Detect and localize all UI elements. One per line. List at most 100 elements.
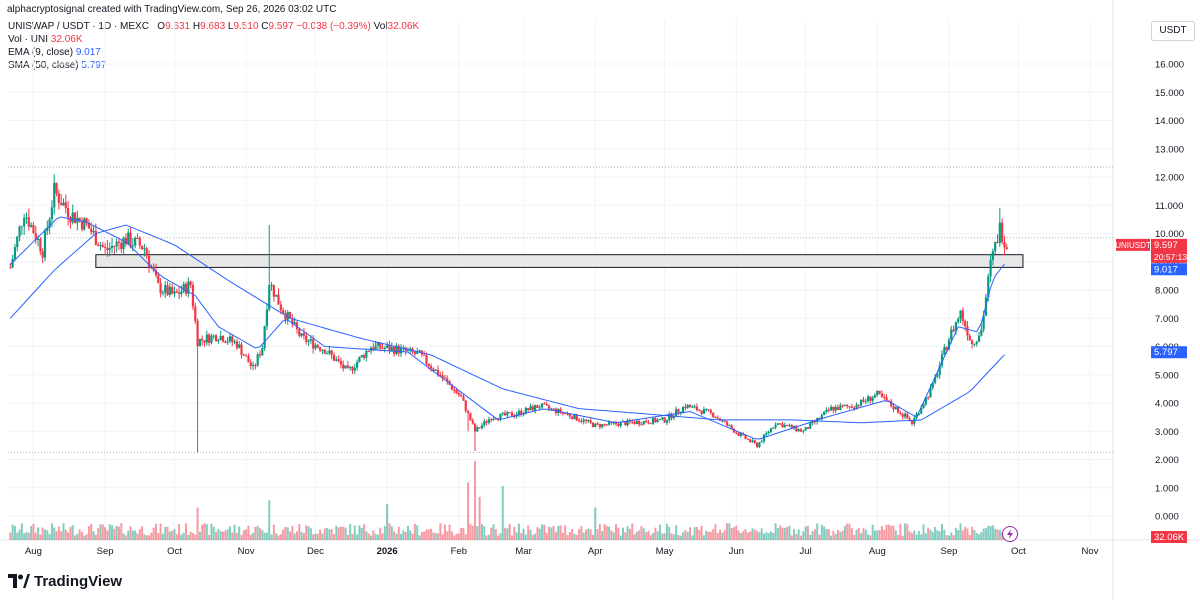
volume-bar bbox=[917, 530, 920, 540]
candle-body bbox=[933, 377, 937, 383]
volume-bar bbox=[261, 530, 264, 540]
volume-bar bbox=[397, 526, 400, 540]
candle-body bbox=[989, 259, 992, 277]
volume-bar bbox=[950, 532, 953, 540]
candle-body bbox=[360, 355, 363, 358]
volume-bar bbox=[210, 523, 213, 540]
candle-body bbox=[39, 238, 42, 252]
candle-body bbox=[725, 421, 729, 426]
volume-bar bbox=[480, 523, 483, 540]
candle-body bbox=[282, 310, 285, 314]
y-tick-label: 7.000 bbox=[1155, 314, 1179, 325]
candle-body bbox=[577, 420, 581, 422]
y-tick-label: 8.000 bbox=[1155, 286, 1179, 297]
volume-bar bbox=[941, 524, 944, 540]
volume-bar bbox=[823, 526, 826, 540]
candle-body bbox=[372, 347, 375, 350]
y-tick-label: 0.000 bbox=[1155, 512, 1179, 523]
volume-bar bbox=[936, 530, 939, 540]
candle-body bbox=[850, 406, 853, 408]
candle-body bbox=[760, 441, 763, 443]
volume-indicator-row[interactable]: Vol · UNI 32.06K bbox=[8, 33, 419, 46]
volume-bar bbox=[443, 524, 446, 540]
volume-bar bbox=[20, 523, 23, 540]
candle-body bbox=[409, 348, 412, 351]
candle-body bbox=[786, 424, 789, 426]
volume-bar bbox=[83, 535, 86, 540]
volume-bar bbox=[138, 529, 141, 540]
candle-body bbox=[432, 368, 435, 371]
volume-bar bbox=[136, 533, 139, 540]
ema-indicator-row[interactable]: EMA (9, close) 9.017 bbox=[8, 46, 419, 59]
candle-body bbox=[619, 422, 622, 426]
candle-body bbox=[356, 362, 359, 368]
candle-body bbox=[665, 420, 669, 423]
candle-body bbox=[275, 294, 278, 297]
volume-bar bbox=[589, 529, 592, 540]
candle-body bbox=[328, 350, 331, 354]
candle-body bbox=[471, 420, 474, 424]
volume-bar bbox=[853, 535, 856, 540]
candle-body bbox=[927, 397, 930, 399]
volume-bar bbox=[633, 534, 636, 540]
candle-body bbox=[788, 425, 791, 427]
volume-bar bbox=[524, 534, 527, 540]
candle-body bbox=[376, 342, 380, 346]
candle-body bbox=[362, 355, 366, 358]
volume-bar bbox=[876, 530, 879, 540]
volume-bar bbox=[92, 531, 95, 540]
candle-body bbox=[878, 390, 881, 394]
volume-bar bbox=[760, 528, 763, 540]
candle-body bbox=[221, 335, 225, 342]
candle-body bbox=[531, 406, 534, 411]
candle-body bbox=[970, 340, 974, 345]
candle-body bbox=[823, 412, 826, 415]
volume-bar bbox=[129, 526, 132, 540]
candle-body bbox=[469, 412, 472, 421]
volume-bar bbox=[289, 531, 292, 540]
volume-bar bbox=[293, 533, 296, 540]
volume-bar bbox=[971, 526, 974, 540]
volume-bar bbox=[809, 534, 812, 540]
candle-body bbox=[892, 406, 895, 410]
candle-body bbox=[295, 322, 299, 330]
volume-bar bbox=[721, 532, 724, 540]
candle-body bbox=[700, 410, 703, 414]
volume-bar bbox=[957, 530, 960, 540]
candle-body bbox=[707, 409, 710, 411]
volume-bar bbox=[425, 529, 428, 540]
x-tick-label: Oct bbox=[167, 546, 182, 557]
sma-indicator-row[interactable]: SMA (50, close) 5.797 bbox=[8, 59, 419, 72]
candle-body bbox=[291, 318, 294, 325]
currency-selector[interactable]: USDT bbox=[1151, 21, 1195, 41]
candle-body bbox=[20, 226, 23, 228]
volume-bar bbox=[769, 531, 772, 540]
candle-body bbox=[184, 283, 188, 294]
candle-body bbox=[732, 428, 736, 433]
volume-bar bbox=[272, 524, 275, 540]
volume-bar bbox=[952, 535, 955, 540]
volume-bar bbox=[300, 531, 303, 540]
volume-bar bbox=[406, 525, 409, 540]
candle-body bbox=[952, 329, 955, 332]
volume-bar bbox=[168, 531, 171, 540]
volume-bar bbox=[767, 533, 770, 540]
volume-bar bbox=[175, 533, 178, 540]
candle-body bbox=[538, 407, 541, 409]
volume-bar bbox=[471, 525, 474, 540]
volume-bar bbox=[34, 532, 37, 540]
volume-bar bbox=[450, 531, 453, 540]
volume-bar bbox=[906, 524, 909, 540]
candle-body bbox=[691, 406, 694, 408]
candle-body bbox=[122, 237, 125, 250]
lightning-icon[interactable] bbox=[1002, 526, 1018, 542]
volume-bar bbox=[984, 528, 987, 540]
volume-bar bbox=[277, 535, 280, 540]
candle-body bbox=[314, 345, 317, 349]
candle-body bbox=[60, 203, 63, 206]
candle-body bbox=[492, 418, 495, 421]
candle-body bbox=[483, 421, 486, 426]
candle-body bbox=[374, 345, 377, 350]
candle-body bbox=[240, 344, 243, 355]
